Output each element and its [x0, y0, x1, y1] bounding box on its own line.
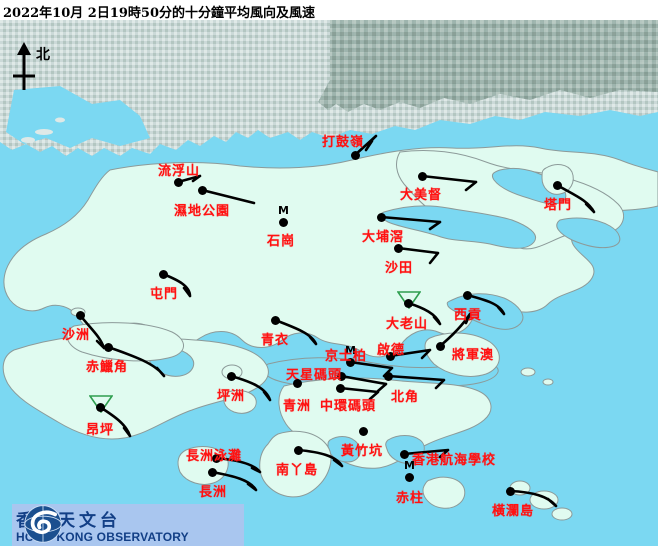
station-label-north-point: 北角 — [391, 390, 420, 405]
station-dot[interactable] — [387, 353, 394, 360]
hk-landmass-shapes — [2, 145, 658, 521]
station-dot[interactable] — [464, 292, 471, 299]
station-dot[interactable] — [199, 187, 206, 194]
station-label-chek-lap-kok: 赤鱲角 — [86, 360, 129, 375]
station-dot[interactable] — [175, 179, 182, 186]
station-dot[interactable] — [401, 451, 408, 458]
station-label-tseung-kwan-o: 將軍澳 — [452, 348, 495, 363]
hko-logo: 香港天文台 HONG KONG OBSERVATORY — [12, 504, 244, 546]
station-label-wong-chuk-hang: 黃竹坑 — [341, 444, 384, 459]
station-label-ta-kwu-ling: 打鼓嶺 — [322, 135, 365, 150]
station-dot[interactable] — [360, 428, 367, 435]
station-dot[interactable] — [338, 373, 345, 380]
station-dot[interactable] — [437, 343, 444, 350]
station-dot[interactable] — [280, 219, 287, 226]
station-label-cheung-chau-beach: 長洲泳灘 — [186, 449, 243, 464]
station-dot[interactable] — [405, 300, 412, 307]
station-label-tai-mei-tuk: 大美督 — [400, 188, 443, 203]
station-dot[interactable] — [378, 214, 385, 221]
station-dot[interactable] — [352, 152, 359, 159]
station-dot[interactable] — [209, 469, 216, 476]
station-dot[interactable] — [97, 404, 104, 411]
logo-english-text: HONG KONG OBSERVATORY — [16, 529, 189, 544]
station-label-sha-chau: 沙洲 — [62, 328, 91, 343]
station-dot[interactable] — [295, 447, 302, 454]
station-dot[interactable] — [77, 312, 84, 319]
station-dot[interactable] — [347, 359, 354, 366]
station-label-stanley: 赤柱 — [396, 491, 425, 506]
station-m-marker: M — [345, 344, 356, 357]
map-canvas: 北 打鼓嶺流浮山濕地公園 M 石崗 大美督大埔滘沙田 塔門屯門沙洲赤鱲角昂坪 青衣 大老山 西… — [0, 20, 658, 546]
station-label-tates-cairn: 大老山 — [386, 317, 429, 332]
station-m-marker: M — [278, 204, 289, 217]
station-m-marker: M — [404, 459, 415, 472]
station-label-cheung-chau: 長洲 — [199, 485, 228, 500]
north-arrow-label: 北 — [36, 47, 50, 63]
station-dot[interactable] — [406, 474, 413, 481]
station-dot[interactable] — [272, 317, 279, 324]
hko-spiral-globe-icon — [24, 505, 62, 543]
station-dot[interactable] — [395, 245, 402, 252]
station-dot[interactable] — [105, 344, 112, 351]
station-label-hk-sea-school: 香港航海學校 — [412, 453, 497, 468]
station-label-central-pier: 中環碼頭 — [320, 399, 377, 414]
station-dot[interactable] — [554, 182, 561, 189]
station-label-sai-kung: 西貢 — [454, 308, 483, 323]
station-label-lau-fau-shan: 流浮山 — [158, 164, 201, 179]
station-label-wetland-park: 濕地公園 — [174, 204, 231, 219]
map-basemap — [0, 20, 658, 546]
station-label-tai-po-kau: 大埔滘 — [362, 230, 405, 245]
station-label-tsing-yi: 青衣 — [261, 333, 290, 348]
station-label-peng-chau: 坪洲 — [217, 389, 246, 404]
station-label-kings-park: 京士柏 — [325, 349, 368, 364]
station-label-shek-kong: 石崗 — [267, 234, 296, 249]
mainland-landmass — [0, 20, 658, 156]
north-arrow-icon — [13, 42, 35, 90]
station-label-sha-tin: 沙田 — [385, 261, 414, 276]
station-dot[interactable] — [385, 373, 392, 380]
station-dot[interactable] — [213, 455, 220, 462]
station-label-waglan-island: 橫瀾島 — [492, 504, 535, 519]
title-bar: 2022年10月 2日19時50分的十分鐘平均風向及風速 — [0, 0, 658, 21]
station-dot[interactable] — [160, 271, 167, 278]
station-label-kai-tak: 啟德 — [377, 343, 406, 358]
station-label-tap-mun: 塔門 — [544, 198, 573, 213]
north-arrow: 北 — [8, 42, 64, 94]
page-title: 2022年10月 2日19時50分的十分鐘平均風向及風速 — [3, 6, 316, 21]
station-label-green-island: 青洲 — [283, 399, 312, 414]
station-dot[interactable] — [228, 373, 235, 380]
station-dot[interactable] — [419, 173, 426, 180]
station-label-star-ferry: 天星碼頭 — [286, 368, 343, 383]
station-label-ngong-ping: 昂坪 — [86, 423, 115, 438]
station-dot[interactable] — [294, 380, 301, 387]
station-label-lamma-island: 南丫島 — [276, 463, 319, 478]
station-label-tuen-mun: 屯門 — [150, 287, 179, 302]
station-dot[interactable] — [337, 385, 344, 392]
station-dot[interactable] — [507, 488, 514, 495]
